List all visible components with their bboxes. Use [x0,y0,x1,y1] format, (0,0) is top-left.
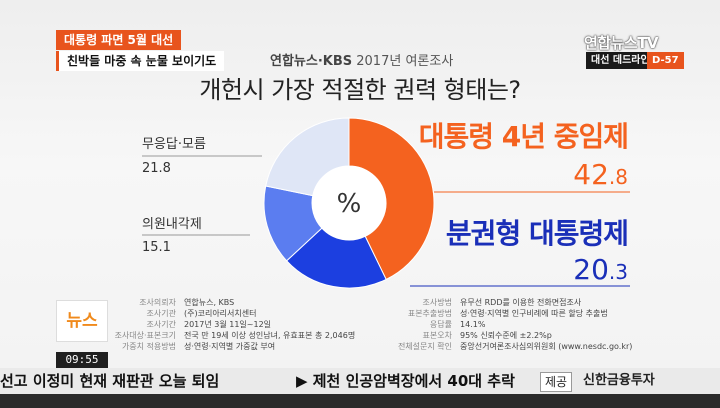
survey-info-value: (주)코리아리서치센터 [184,309,257,318]
dday-label: 대선 데드라인 [586,52,655,69]
survey-info-key: 조사기간 [146,320,176,329]
survey-info-row: 조사의뢰자 연합뉴스, KBS [110,298,380,309]
news-ticker: 선고 이정미 현재 재판관 오늘 퇴임 ▶ 제천 인공암벽장에서 40대 추락 … [0,368,720,394]
survey-info-row: 응답률 14.1% [396,320,650,331]
survey-info-row: 전체설문지 확인 중앙선거여론조사심의위원회 (www.nesdc.go.kr) [396,342,650,353]
survey-info-row: 가중치 적용방법 성·연령·지역별 가중값 부여 [110,342,380,353]
slice-label-split-power: 분권형 대통령제 [446,217,628,250]
news-subtitle: 친박들 마중 속 눈물 보이기도 [56,51,225,71]
slice-value-parliamentary: 15.1 [142,240,171,255]
survey-info-key: 응답률 [429,320,452,329]
survey-info-row: 조사방법 유무선 RDD를 이용한 전화면접조사 [396,298,650,309]
survey-info-value: 유무선 RDD를 이용한 전화면접조사 [460,298,582,307]
survey-info-value: 95% 신뢰수준에 ±2.2%p [460,331,552,340]
sponsor-name: 신한금융투자 [583,373,655,388]
survey-info-row: 조사대상·표본크기 전국 만 19세 이상 성인남녀, 유효표본 총 2,046명 [110,331,380,342]
bottom-bar [0,394,720,408]
survey-question: 개헌시 가장 적절한 권력 형태는? [199,76,521,104]
slice-label-4year-term: 대통령 4년 중임제 [419,120,628,153]
survey-info-key: 조사대상·표본크기 [114,331,176,340]
survey-info-value: 성·연령·지역별 인구비례에 따른 할당 추출법 [460,309,608,318]
donut-hole [312,166,386,240]
survey-info-key: 가중치 적용방법 [121,342,176,351]
survey-title: 2017년 여론조사 [356,54,454,69]
survey-brand: 연합뉴스·KBS [270,54,353,69]
survey-info-row: 표본오차 95% 신뢰수준에 ±2.2%p [396,331,650,342]
ticker-item-1: 선고 이정미 현재 재판관 오늘 퇴임 [0,372,220,390]
survey-info-key: 조사의뢰자 [139,298,176,307]
survey-info-row: 조사기관 (주)코리아리서치센터 [110,309,380,320]
sponsor-tag: 제공 [540,372,573,392]
survey-info-key: 전체설문지 확인 [397,342,452,351]
survey-info-row: 조사기간 2017년 3월 11일~12일 [110,320,380,331]
slice-label-parliamentary: 의원내각제 [142,217,202,232]
ticker-item-2: ▶ 제천 인공암벽장에서 40대 추락 [296,372,515,390]
survey-info-key: 표본오차 [422,331,452,340]
program-logo: 뉴스930 [56,300,108,371]
news-tag: 대통령 파면 5월 대선 [56,30,182,50]
survey-info-value: 2017년 3월 11일~12일 [184,320,272,329]
survey-info-key: 조사기관 [146,309,176,318]
survey-info-value: 14.1% [460,320,486,329]
survey-info-value: 성·연령·지역별 가중값 부여 [184,342,276,351]
channel-logo: 연합뉴스TV [584,34,659,52]
slice-label-noanswer: 무응답·모름 [142,137,206,152]
dday-value: D-57 [647,52,684,69]
survey-info-key: 조사방법 [422,298,452,307]
survey-info-row: 표본추출방법 성·연령·지역별 인구비례에 따른 할당 추출법 [396,309,650,320]
slice-value-4year-term: 42.8 [573,158,628,191]
slice-value-split-power: 20.3 [573,253,628,286]
survey-source: 연합뉴스·KBS 2017년 여론조사 [270,50,453,69]
survey-info-value: 전국 만 19세 이상 성인남녀, 유효표본 총 2,046명 [184,331,356,340]
pie-center-label: % [337,189,362,219]
clock: 09:55 [56,352,108,368]
survey-info-value: 연합뉴스, KBS [184,298,235,307]
survey-info-key: 표본추출방법 [407,309,452,318]
slice-value-noanswer: 21.8 [142,161,171,176]
survey-info-value: 중앙선거여론조사심의위원회 (www.nesdc.go.kr) [460,342,633,351]
